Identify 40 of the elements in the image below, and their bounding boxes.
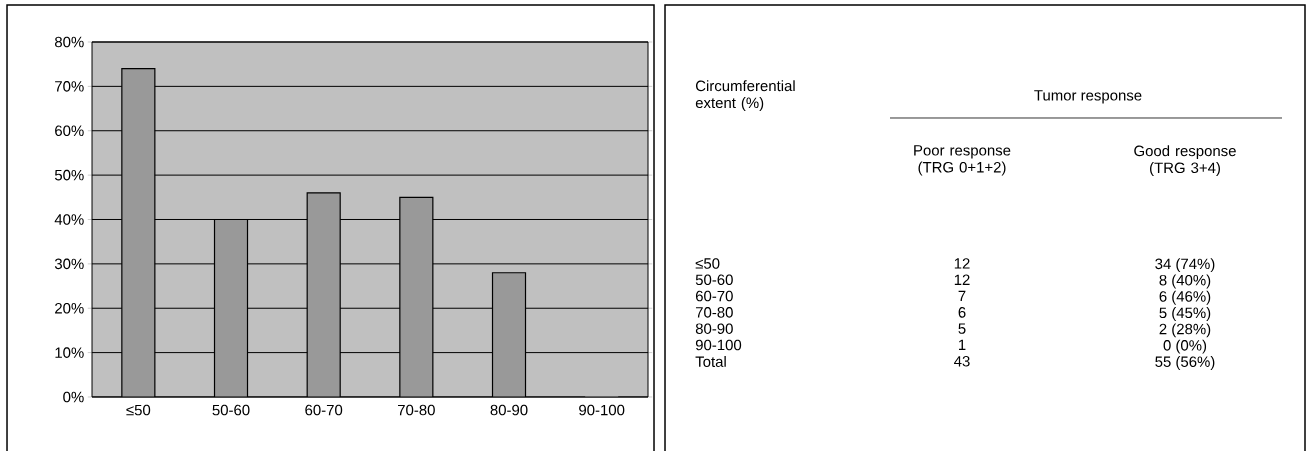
text: 70-80 [695,307,733,318]
text: 8 (40%) [1159,274,1211,289]
text: Circumferential extent (%) [695,80,795,112]
text: 34 (74%) [1155,258,1215,273]
text: 80-90 [695,323,733,334]
y-tick-label: 50% [54,169,84,181]
text: 1 [958,339,966,350]
text: 5 [958,323,966,334]
text: Tumor response [1034,90,1142,104]
x-tick-label: 90-100 [579,404,625,416]
text: 6 (46%) [1159,290,1211,305]
y-tick-label: 70% [55,81,84,92]
text: 90-100 [695,339,742,351]
text: 12 [954,274,970,285]
y-tick-label: 60% [55,125,84,137]
text: 7 [958,290,966,302]
text: 12 [954,258,970,269]
text: 55 (56%) [1155,355,1215,370]
x-tick-label: 60-70 [305,404,343,416]
y-tick-label: 0% [63,391,84,403]
x-tick-label: 80-90 [490,404,528,416]
text: ≤50 [695,258,720,269]
text: Good response (TRG 3+4) [1134,145,1236,177]
x-tick-label: ≤50 [126,404,151,416]
y-tick-label: 80% [54,36,84,48]
text: 6 [958,307,966,318]
x-tick-label: 50-60 [212,404,250,416]
text: Poor response (TRG 0+1+2) [914,145,1011,176]
x-tick-label: 70-80 [398,404,435,416]
y-tick-label: 40% [54,214,84,225]
text: 60-70 [695,290,733,302]
y-tick-label: 30% [54,258,84,270]
text: 0 (0%) [1163,339,1207,354]
y-tick-label: 20% [55,302,84,314]
y-tick-label: 10% [55,347,84,358]
text: 43 [954,355,970,367]
text: 5 (45%) [1159,307,1211,322]
text: 2 (28%) [1159,323,1211,338]
text: 50-60 [695,274,733,286]
text: Total [695,355,726,367]
